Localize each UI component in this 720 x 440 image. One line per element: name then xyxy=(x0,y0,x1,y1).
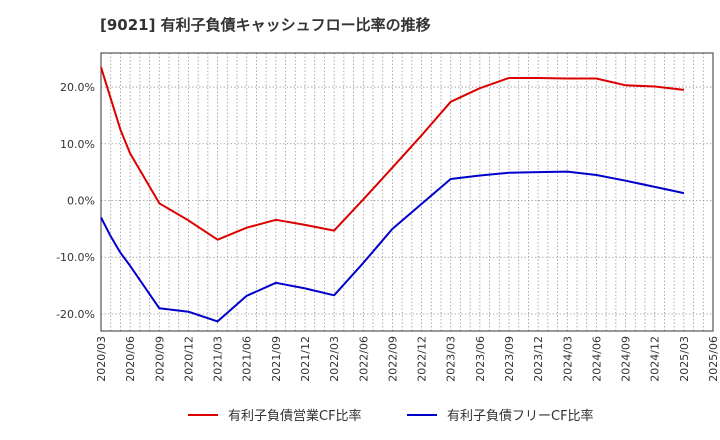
legend-label: 有利子負債フリーCF比率 xyxy=(447,408,594,424)
x-tick-label: 2022/03 xyxy=(328,336,341,382)
x-tick-label: 2020/09 xyxy=(153,336,166,382)
x-tick-label: 2024/12 xyxy=(649,336,662,382)
x-tick-label: 2023/12 xyxy=(532,336,545,382)
x-tick-label: 2024/09 xyxy=(620,336,633,382)
x-tick-label: 2021/06 xyxy=(241,336,254,382)
x-tick-label: 2022/06 xyxy=(357,336,370,382)
x-tick-label: 2021/09 xyxy=(270,336,283,382)
x-tick-label: 2023/03 xyxy=(445,336,458,382)
x-tick-label: 2022/09 xyxy=(386,336,399,382)
y-tick-label: -20.0% xyxy=(56,308,95,321)
plot-area xyxy=(101,53,713,331)
x-tick-label: 2025/03 xyxy=(678,336,691,382)
x-tick-label: 2024/06 xyxy=(590,336,603,382)
x-tick-label: 2022/12 xyxy=(416,336,429,382)
x-tick-label: 2020/03 xyxy=(95,336,108,382)
y-tick-label: -10.0% xyxy=(56,251,95,264)
x-tick-label: 2024/03 xyxy=(561,336,574,382)
y-tick-label: 0.0% xyxy=(67,195,95,208)
y-tick-label: 20.0% xyxy=(60,81,95,94)
y-tick-label: 10.0% xyxy=(60,138,95,151)
x-tick-label: 2023/06 xyxy=(474,336,487,382)
x-tick-label: 2020/12 xyxy=(182,336,195,382)
x-tick-label: 2021/03 xyxy=(212,336,225,382)
legend-label: 有利子負債営業CF比率 xyxy=(228,408,362,424)
x-tick-label: 2021/12 xyxy=(299,336,312,382)
x-tick-label: 2020/06 xyxy=(124,336,137,382)
series-line-free-cf xyxy=(100,170,685,323)
x-tick-label: 2023/09 xyxy=(503,336,516,382)
chart-title: [9021] 有利子負債キャッシュフロー比率の推移 xyxy=(100,16,431,34)
plot-frame xyxy=(100,52,714,332)
x-tick-label: 2025/06 xyxy=(707,336,720,382)
series-line-operating-cf xyxy=(100,66,685,241)
